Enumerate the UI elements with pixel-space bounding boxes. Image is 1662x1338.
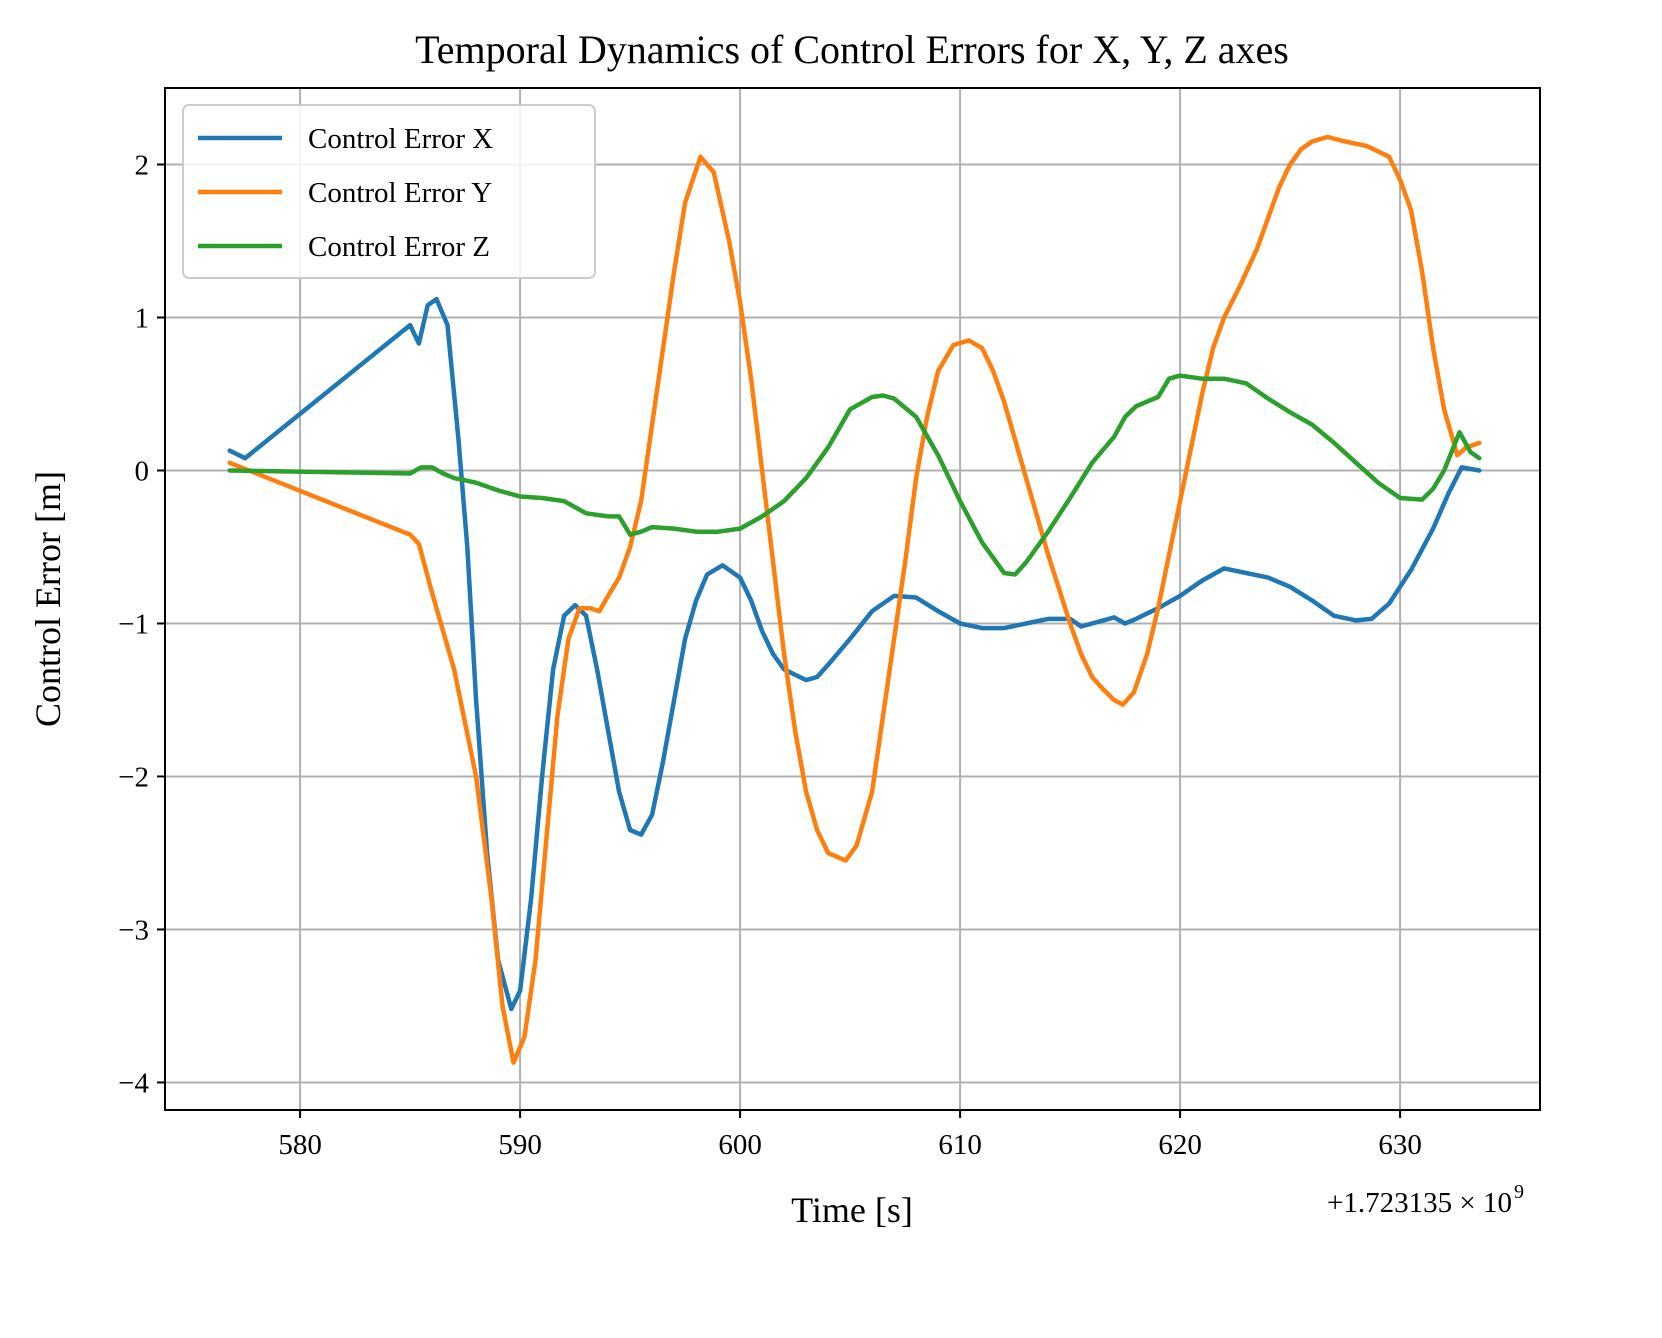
series-line-y bbox=[227, 134, 1482, 1065]
legend: Control Error X Control Error Y Control Er… bbox=[182, 104, 596, 279]
y-tick-label: −2 bbox=[118, 761, 149, 793]
legend-label: Control Error Z bbox=[308, 231, 490, 263]
x-offset-label: +1.723135 × 10 bbox=[1327, 1187, 1512, 1219]
legend-label: Control Error Y bbox=[308, 177, 492, 209]
series-line-z bbox=[227, 373, 1482, 577]
chart-title: Temporal Dynamics of Control Errors for … bbox=[415, 27, 1289, 72]
x-axis: 580 590 600 610 620 630 bbox=[278, 1110, 1422, 1161]
y-axis-label: Control Error [m] bbox=[28, 471, 68, 727]
y-axis: −4 −3 −2 −1 0 1 2 bbox=[118, 149, 165, 1099]
x-tick-label: 600 bbox=[718, 1129, 762, 1161]
x-tick-label: 630 bbox=[1378, 1129, 1422, 1161]
x-tick-label: 610 bbox=[938, 1129, 982, 1161]
y-tick-label: 2 bbox=[135, 149, 150, 181]
grid bbox=[165, 88, 1540, 1110]
y-tick-label: −1 bbox=[118, 608, 149, 640]
x-tick-label: 590 bbox=[498, 1129, 542, 1161]
x-axis-label: Time [s] bbox=[791, 1190, 913, 1230]
y-tick-label: 1 bbox=[135, 302, 150, 334]
legend-label: Control Error X bbox=[308, 123, 493, 155]
series-group bbox=[227, 134, 1482, 1065]
x-tick-label: 580 bbox=[278, 1129, 322, 1161]
x-tick-label: 620 bbox=[1158, 1129, 1202, 1161]
x-offset-base: +1.723135 × 10 bbox=[1327, 1187, 1512, 1219]
y-tick-label: −3 bbox=[118, 914, 149, 946]
legend-box bbox=[182, 104, 596, 279]
y-tick-label: 0 bbox=[135, 455, 150, 487]
plot-frame bbox=[164, 87, 1541, 1111]
y-tick-label: −4 bbox=[118, 1067, 149, 1099]
x-offset-exponent: 9 bbox=[1514, 1181, 1524, 1203]
